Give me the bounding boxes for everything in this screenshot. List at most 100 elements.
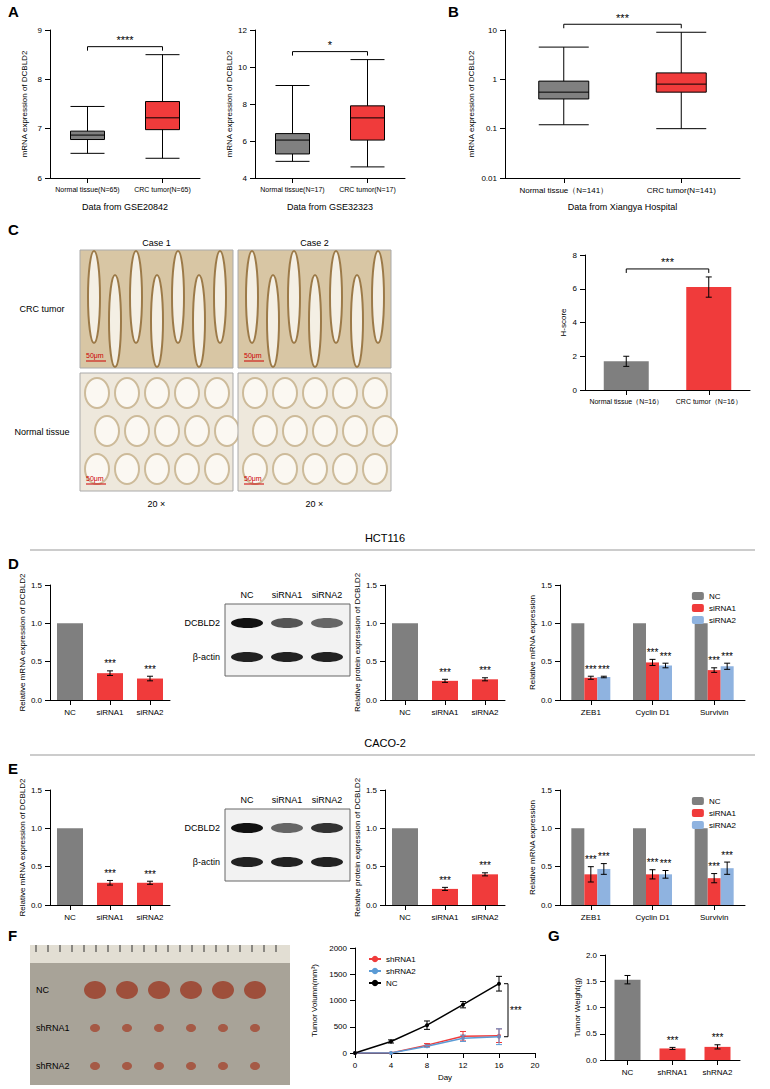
svg-text:1.5: 1.5	[541, 786, 553, 795]
svg-text:NC: NC	[399, 708, 411, 717]
svg-text:1.5: 1.5	[366, 786, 378, 795]
svg-text:4: 4	[389, 1061, 394, 1070]
svg-text:7: 7	[38, 124, 43, 133]
svg-text:Data from GSE32323: Data from GSE32323	[287, 202, 373, 212]
svg-text:2000: 2000	[329, 944, 347, 953]
svg-text:CRC tumor(N=17): CRC tumor(N=17)	[339, 186, 396, 194]
svg-text:0.0: 0.0	[366, 901, 378, 910]
svg-text:2.0: 2.0	[586, 951, 598, 960]
svg-text:Normal tissue(N=65): Normal tissue(N=65)	[55, 186, 119, 194]
svg-text:1000: 1000	[329, 996, 347, 1005]
svg-text:Tumor Volumn(mm³): Tumor Volumn(mm³)	[310, 964, 319, 1037]
svg-text:0.5: 0.5	[31, 657, 43, 666]
svg-text:NC: NC	[622, 1068, 634, 1077]
svg-text:siRNA2: siRNA2	[136, 708, 164, 717]
svg-text:NC: NC	[36, 985, 49, 995]
svg-text:shRNA1: shRNA1	[36, 1023, 70, 1033]
svg-text:shRNA2: shRNA2	[36, 1061, 70, 1071]
svg-text:siRNA1: siRNA1	[709, 809, 737, 818]
svg-text:shRNA2: shRNA2	[703, 1068, 733, 1077]
svg-text:***: ***	[104, 868, 116, 879]
svg-text:Cyclin D1: Cyclin D1	[635, 913, 670, 922]
svg-text:ZEB1: ZEB1	[581, 913, 602, 922]
svg-text:Relative mRNA expression of DC: Relative mRNA expression of DCBLD2	[18, 778, 27, 916]
svg-text:NC: NC	[386, 979, 398, 988]
svg-text:***: ***	[144, 664, 156, 675]
svg-text:A: A	[8, 3, 19, 20]
svg-text:9: 9	[38, 26, 43, 35]
svg-text:***: ***	[104, 658, 116, 669]
svg-text:0.5: 0.5	[586, 1029, 598, 1038]
svg-text:Relative mRNA expression of DC: Relative mRNA expression of DCBLD2	[18, 573, 27, 711]
svg-text:10: 10	[238, 63, 247, 72]
svg-text:50μm: 50μm	[86, 475, 104, 483]
svg-text:8: 8	[243, 100, 248, 109]
svg-text:NC: NC	[64, 913, 76, 922]
svg-text:Normal tissue（N=141）: Normal tissue（N=141）	[519, 186, 608, 195]
svg-text:***: ***	[721, 850, 733, 861]
svg-text:***: ***	[708, 655, 720, 666]
svg-text:F: F	[8, 927, 17, 944]
svg-text:4: 4	[243, 174, 248, 183]
svg-text:E: E	[8, 760, 18, 777]
svg-text:Relative mRNA expression: Relative mRNA expression	[528, 800, 537, 895]
svg-text:10: 10	[488, 26, 497, 35]
svg-text:1.5: 1.5	[541, 581, 553, 590]
svg-text:shRNA2: shRNA2	[386, 967, 416, 976]
svg-text:Normal tissue: Normal tissue	[14, 427, 69, 437]
svg-text:***: ***	[479, 665, 491, 676]
svg-text:Case 2: Case 2	[300, 238, 329, 248]
svg-text:Relative protein expression of: Relative protein expression of DCBLD2	[353, 777, 362, 917]
svg-text:NC: NC	[399, 913, 411, 922]
svg-text:β-actin: β-actin	[193, 857, 220, 867]
svg-text:0: 0	[573, 386, 578, 395]
svg-text:siRNA1: siRNA1	[431, 913, 459, 922]
svg-text:Normal tissue(N=17): Normal tissue(N=17)	[260, 186, 324, 194]
svg-text:shRNA1: shRNA1	[386, 955, 416, 964]
svg-text:***: ***	[439, 667, 451, 678]
svg-text:***: ***	[647, 857, 659, 868]
svg-text:***: ***	[647, 647, 659, 658]
svg-text:mRNA expression of DCBLD2: mRNA expression of DCBLD2	[467, 50, 476, 157]
svg-text:***: ***	[598, 851, 610, 862]
svg-text:mRNA expression of DCBLD2: mRNA expression of DCBLD2	[225, 50, 234, 157]
svg-text:1.5: 1.5	[31, 581, 43, 590]
svg-text:DCBLD2: DCBLD2	[184, 618, 220, 628]
svg-text:DCBLD2: DCBLD2	[184, 823, 220, 833]
svg-text:12: 12	[238, 26, 247, 35]
svg-text:***: ***	[585, 854, 597, 865]
svg-text:CRC tumor(N=65): CRC tumor(N=65)	[134, 186, 191, 194]
svg-text:0: 0	[353, 1061, 358, 1070]
svg-text:siRNA1: siRNA1	[272, 590, 303, 600]
svg-text:Normal tissue（N=16）: Normal tissue（N=16）	[589, 398, 663, 406]
svg-text:siRNA1: siRNA1	[96, 708, 124, 717]
svg-text:CRC tumor（N=16）: CRC tumor（N=16）	[676, 398, 742, 406]
svg-text:0.0: 0.0	[31, 901, 43, 910]
svg-text:siRNA1: siRNA1	[96, 913, 124, 922]
svg-text:6: 6	[243, 137, 248, 146]
svg-text:***: ***	[721, 651, 733, 662]
svg-text:1.0: 1.0	[31, 619, 43, 628]
svg-text:NC: NC	[241, 590, 254, 600]
svg-text:1.0: 1.0	[586, 1003, 598, 1012]
svg-text:1.0: 1.0	[31, 824, 43, 833]
svg-text:Data from Xiangya Hospital: Data from Xiangya Hospital	[568, 202, 678, 212]
svg-text:***: ***	[144, 869, 156, 880]
svg-text:NC: NC	[709, 797, 721, 806]
svg-text:4: 4	[573, 318, 578, 327]
svg-text:***: ***	[708, 861, 720, 872]
svg-text:***: ***	[479, 860, 491, 871]
svg-text:siRNA2: siRNA2	[709, 616, 737, 625]
svg-text:***: ***	[439, 875, 451, 886]
svg-text:0.5: 0.5	[541, 657, 553, 666]
svg-text:8: 8	[425, 1061, 430, 1070]
svg-text:1.0: 1.0	[541, 619, 553, 628]
svg-text:1.0: 1.0	[366, 619, 378, 628]
svg-text:0.5: 0.5	[31, 862, 43, 871]
svg-text:D: D	[8, 555, 19, 572]
svg-text:***: ***	[660, 858, 672, 869]
svg-text:mRNA expression of DCBLD2: mRNA expression of DCBLD2	[20, 50, 29, 157]
svg-text:C: C	[8, 221, 19, 238]
svg-text:1.5: 1.5	[366, 581, 378, 590]
svg-text:***: ***	[616, 12, 630, 24]
